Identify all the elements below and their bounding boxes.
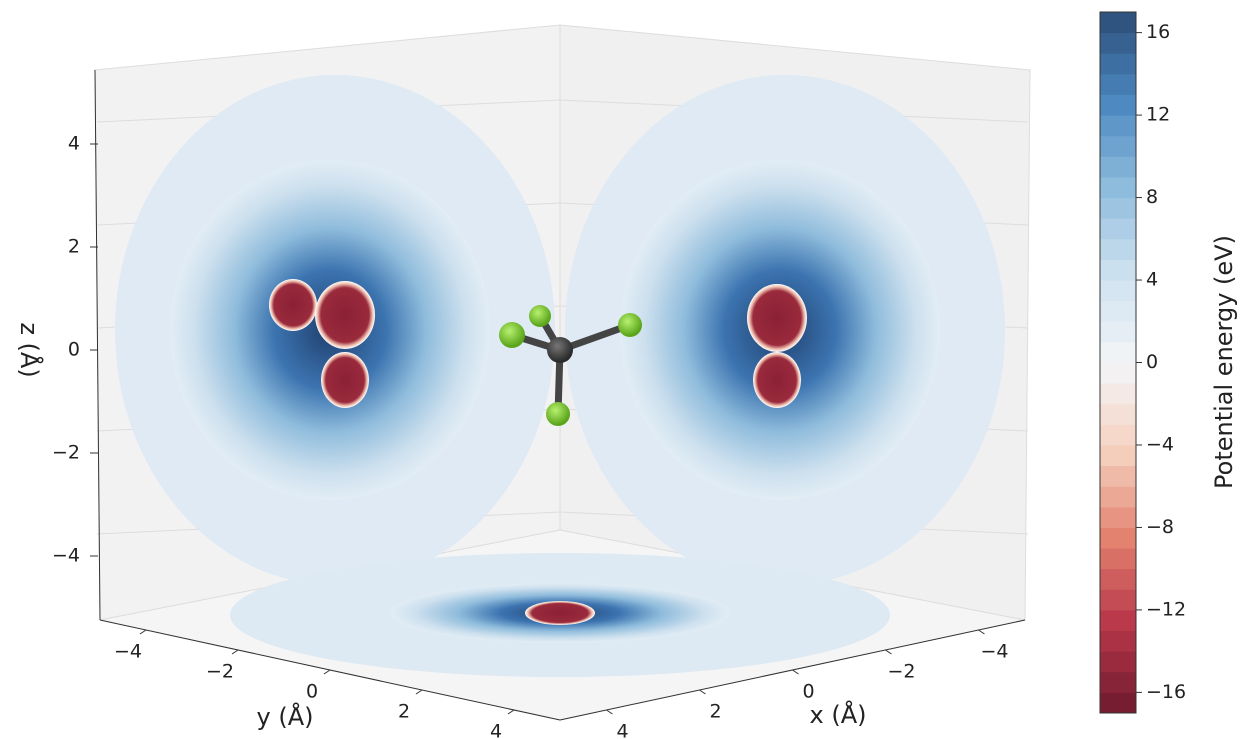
- contour-core: [321, 352, 369, 408]
- z-tick-label: −4: [52, 545, 80, 567]
- tick-mark: [508, 710, 514, 714]
- x-tick-label: 2: [709, 701, 721, 723]
- y-tick-label: −4: [114, 641, 142, 663]
- tick-mark: [324, 670, 330, 674]
- colorbar-band: [1100, 486, 1136, 507]
- contour-core: [315, 281, 375, 349]
- colorbar-band: [1100, 198, 1136, 219]
- colorbar-tick-label: −8: [1146, 516, 1174, 538]
- colorbar-band: [1100, 672, 1136, 693]
- colorbar-band: [1100, 363, 1136, 384]
- colorbar-band: [1100, 74, 1136, 95]
- colorbar-band: [1100, 589, 1136, 610]
- colorbar-band: [1100, 383, 1136, 404]
- colorbar-band: [1100, 466, 1136, 487]
- z-tick-label: 2: [68, 236, 80, 258]
- y-tick-label: 0: [306, 681, 318, 703]
- colorbar-band: [1100, 33, 1136, 54]
- colorbar-band: [1100, 177, 1136, 198]
- x-tick-label: 4: [616, 721, 628, 739]
- tick-mark: [416, 690, 422, 694]
- colorbar-band: [1100, 280, 1136, 301]
- colorbar-band: [1100, 115, 1136, 136]
- colorbar-band: [1100, 136, 1136, 157]
- x-tick-label: 0: [802, 681, 814, 703]
- x-axis-label: x (Å): [810, 700, 867, 729]
- colorbar-tick-label: 0: [1146, 351, 1158, 373]
- colorbar-band: [1100, 651, 1136, 672]
- tick-mark: [979, 630, 985, 634]
- colorbar-tick-label: −12: [1146, 598, 1186, 620]
- colorbar-band: [1100, 218, 1136, 239]
- tick-mark: [886, 650, 892, 654]
- colorbar-band: [1100, 53, 1136, 74]
- y-tick-label: 2: [398, 701, 410, 723]
- colorbar-tick-label: 16: [1146, 21, 1170, 43]
- y-tick-label: 4: [490, 721, 502, 739]
- colorbar-band: [1100, 548, 1136, 569]
- colorbar-band: [1100, 12, 1136, 33]
- z-tick-label: 0: [68, 339, 80, 361]
- colorbar-band: [1100, 94, 1136, 115]
- tick-mark: [793, 670, 799, 674]
- colorbar-tick-label: 4: [1146, 269, 1158, 291]
- x-tick-label: −4: [980, 641, 1008, 663]
- colorbar-band: [1100, 631, 1136, 652]
- contour-core: [269, 279, 317, 331]
- colorbar-band: [1100, 527, 1136, 548]
- colorbar-band: [1100, 692, 1136, 713]
- colorbar-label: Potential energy (eV): [1210, 235, 1238, 489]
- colorbar: 16 12 8 4 0 −4 −8 −12 −16: [1100, 12, 1186, 714]
- colorbar-band: [1100, 404, 1136, 425]
- colorbar-tick-label: 12: [1146, 104, 1170, 126]
- z-tick-label: −2: [52, 442, 80, 464]
- contour-core: [525, 601, 595, 625]
- chart: z (Å) y (Å) x (Å) 16 12 8 4 0 −4 −8 −12 −16 Pote…: [0, 0, 1252, 739]
- tick-mark: [700, 690, 706, 694]
- contour-core: [747, 284, 807, 352]
- colorbar-band: [1100, 424, 1136, 445]
- contour-core: [753, 352, 801, 408]
- y-axis-label: y (Å): [257, 702, 314, 731]
- colorbar-band: [1100, 445, 1136, 466]
- tick-mark: [607, 710, 613, 714]
- colorbar-band: [1100, 239, 1136, 260]
- y-tick-label: −2: [206, 661, 234, 683]
- colorbar-band: [1100, 507, 1136, 528]
- colorbar-band: [1100, 321, 1136, 342]
- colorbar-tick-label: 8: [1146, 186, 1158, 208]
- tick-mark: [140, 630, 146, 634]
- colorbar-tick-label: −4: [1146, 433, 1174, 455]
- colorbar-band: [1100, 610, 1136, 631]
- colorbar-band: [1100, 259, 1136, 280]
- tick-mark: [232, 650, 238, 654]
- z-axis-label: z (Å): [15, 322, 44, 377]
- colorbar-tick-label: −16: [1146, 681, 1186, 703]
- colorbar-band: [1100, 156, 1136, 177]
- x-tick-label: −2: [887, 661, 915, 683]
- z-tick-label: 4: [68, 133, 80, 155]
- colorbar-band: [1100, 569, 1136, 590]
- colorbar-band: [1100, 342, 1136, 363]
- colorbar-band: [1100, 301, 1136, 322]
